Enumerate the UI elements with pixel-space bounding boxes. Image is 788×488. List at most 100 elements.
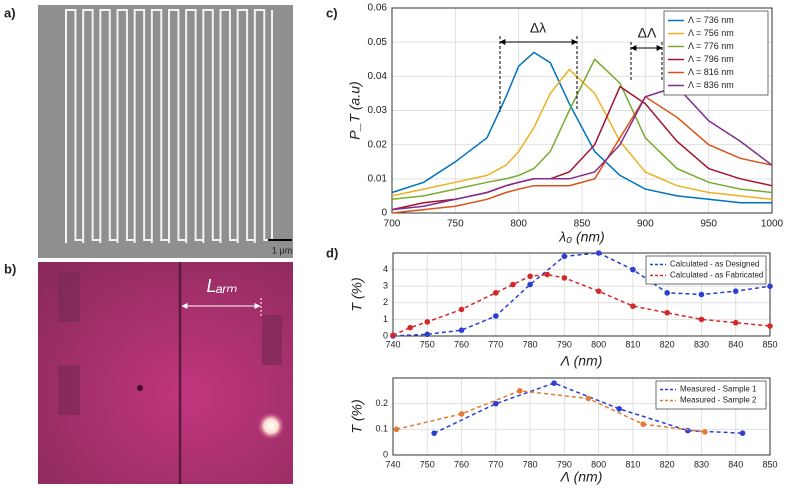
sem-image	[38, 5, 293, 258]
y-tick-label: 0	[383, 330, 388, 340]
data-point	[458, 306, 465, 313]
y-tick-label: 4	[383, 264, 388, 274]
y-tick-label: 0.1	[375, 424, 388, 434]
data-point	[393, 426, 400, 433]
legend-label: Measured - Sample 2	[680, 396, 757, 405]
y-tick-label: 0	[381, 208, 387, 219]
data-point	[561, 253, 568, 260]
data-point	[630, 266, 636, 273]
data-point	[732, 288, 739, 294]
data-point	[424, 319, 431, 325]
data-point	[493, 400, 499, 407]
data-point	[517, 388, 523, 394]
data-point	[698, 316, 705, 323]
data-point	[510, 281, 516, 288]
data-point	[551, 380, 557, 386]
data-point	[616, 406, 622, 412]
legend-box	[655, 380, 767, 410]
pad	[58, 365, 80, 415]
x-axis-label: Λ (nm)	[560, 353, 603, 369]
pad	[58, 272, 80, 322]
data-point	[664, 309, 670, 316]
data-point	[732, 319, 739, 326]
x-axis-label: Λ (nm)	[560, 469, 603, 485]
x-tick-label: 760	[454, 459, 469, 469]
data-point	[767, 323, 773, 329]
y-tick-label: 3	[383, 281, 388, 291]
x-tick-label: 790	[557, 339, 572, 349]
x-tick-label: 800	[510, 219, 527, 230]
series-line	[391, 58, 773, 201]
x-tick-label: 820	[660, 339, 675, 349]
data-point	[407, 324, 413, 331]
data-point	[640, 421, 646, 428]
series-line	[392, 273, 771, 336]
x-tick-label: 740	[385, 339, 400, 349]
x-tick-label: 810	[625, 459, 640, 469]
series-line	[391, 68, 773, 201]
x-tick-label: 830	[694, 459, 709, 469]
x-tick-label: 760	[454, 339, 469, 349]
x-tick-label: 790	[557, 459, 572, 469]
data-point	[527, 273, 533, 280]
y-tick-label: 0.04	[368, 71, 388, 82]
panel-label: a)	[4, 5, 16, 20]
data-point	[585, 395, 592, 402]
data-point	[664, 290, 670, 296]
x-tick-label: 830	[694, 339, 709, 349]
series-line	[392, 252, 771, 337]
x-tick-label: 820	[660, 459, 675, 469]
series-line	[396, 390, 705, 433]
x-tick-label: 1000	[761, 219, 784, 230]
data-point	[493, 290, 499, 296]
data-point	[739, 430, 746, 436]
defect	[137, 385, 143, 391]
y-tick-label: 0.05	[368, 37, 388, 48]
legend-label: Λ = 776 nm	[688, 41, 734, 51]
x-axis-label: λ₀ (nm)	[558, 229, 604, 245]
x-tick-label: 800	[591, 339, 606, 349]
series-line	[391, 85, 773, 211]
data-point	[767, 283, 773, 290]
x-tick-label: 850	[762, 339, 777, 349]
data-point	[630, 303, 636, 309]
annotations: Δλ ΔΛ	[499, 20, 663, 112]
x-tick-label: 750	[420, 459, 435, 469]
data-point	[424, 331, 431, 338]
panel-label: d)	[326, 245, 338, 260]
legend-box	[645, 255, 767, 285]
panel-label: b)	[4, 261, 16, 276]
y-tick-label: 0.2	[375, 398, 388, 408]
x-tick-label: 750	[420, 339, 435, 349]
legend-label: Calculated - as Designed	[670, 260, 759, 269]
y-tick-label: 2	[383, 297, 388, 307]
x-tick-label: 770	[488, 339, 503, 349]
annotation: ΔΛ	[638, 25, 657, 41]
y-tick-label: 1	[383, 314, 388, 324]
y-tick-label: 0.06	[368, 3, 388, 14]
data-point	[431, 430, 437, 436]
data-point	[458, 411, 465, 417]
x-tick-label: 850	[762, 459, 777, 469]
legend-label: Λ = 836 nm	[688, 80, 734, 90]
x-tick-label: 900	[637, 219, 654, 230]
y-tick-label: 0	[383, 449, 388, 459]
data-point	[493, 313, 499, 319]
legend-label: Calculated - as Fabricated	[670, 271, 763, 280]
axes-frame	[392, 377, 771, 456]
series-line	[433, 382, 743, 434]
light-spot	[257, 412, 285, 440]
x-tick-label: 850	[574, 219, 591, 230]
x-tick-label: 810	[625, 339, 640, 349]
x-tick-label: 770	[488, 459, 503, 469]
legend-box	[663, 10, 769, 96]
optical-image	[38, 262, 293, 484]
x-tick-label: 840	[728, 459, 743, 469]
arm-label: Lₐᵣₘ	[206, 276, 237, 296]
scale-label: 1 μm	[272, 245, 292, 255]
legend-label: Measured - Sample 1	[680, 385, 757, 394]
data-point	[702, 429, 708, 435]
data-point	[595, 288, 602, 294]
series-line	[391, 95, 773, 214]
x-tick-label: 780	[523, 459, 538, 469]
